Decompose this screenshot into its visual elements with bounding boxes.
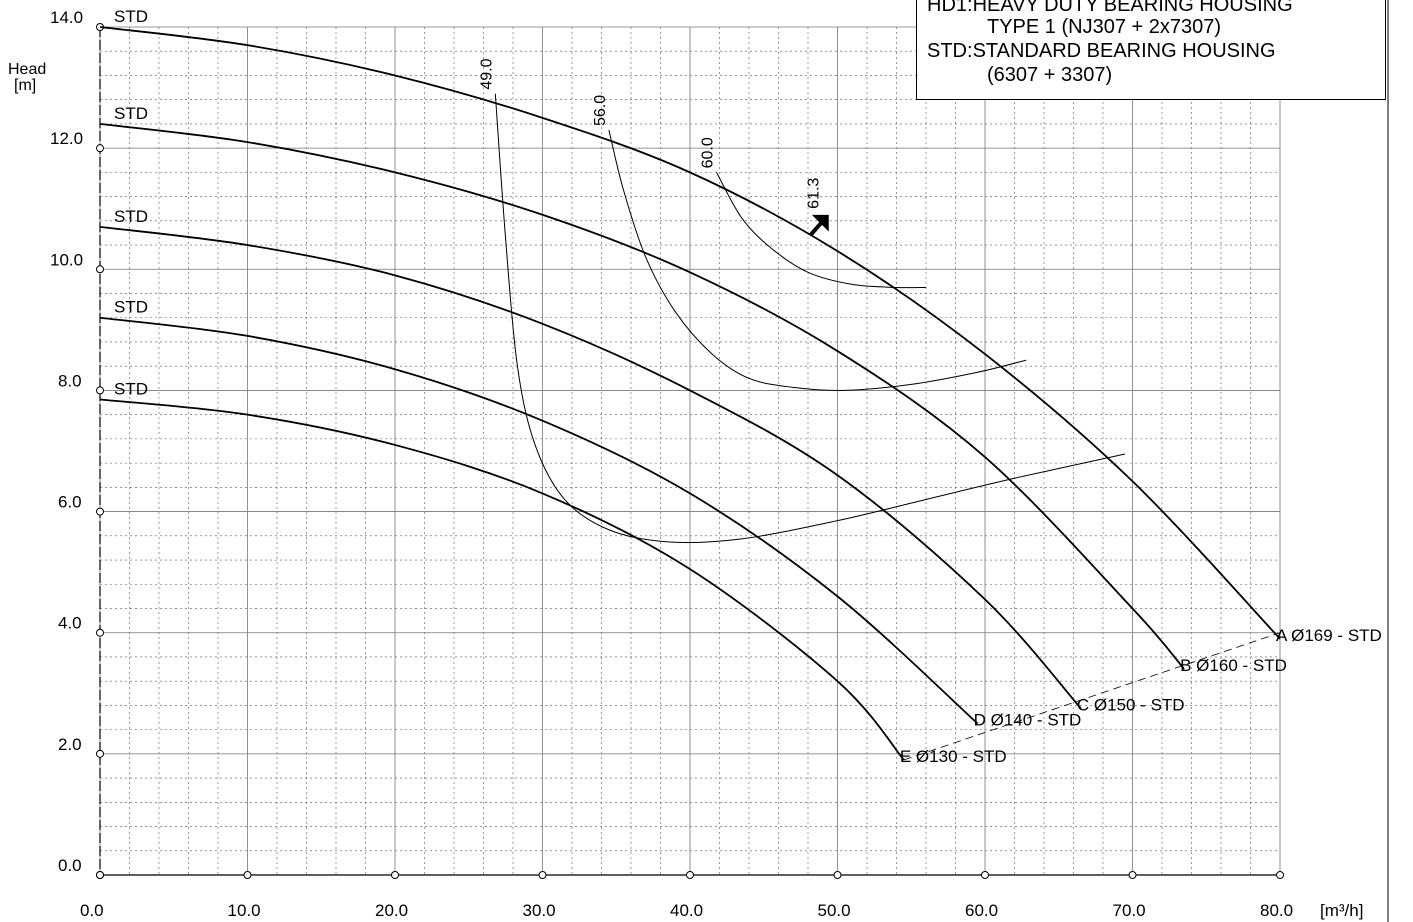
x-tick-marker	[686, 871, 694, 879]
legend-line-std: STD:STANDARD BEARING HOUSING	[927, 39, 1276, 63]
tick-labels: 0.0 10.0 20.0 30.0 40.0 50.0 60.0 70.0 80.0 0.0 2.…	[50, 8, 1293, 920]
y-axis-label-line-1: Head	[8, 61, 46, 78]
x-tick-marker	[1276, 871, 1284, 879]
x-tick-label: 0.0	[80, 901, 104, 920]
head-curve-line	[99, 225, 1082, 710]
bep-label: 61.3	[806, 178, 823, 209]
y-tick-label: 2.0	[58, 735, 82, 754]
x-tick-marker	[538, 871, 547, 879]
legend-text: (6307 + 3307)	[987, 64, 1113, 86]
legend-key: STD	[927, 40, 967, 62]
curve-end-label: E Ø130 - STD	[900, 747, 1007, 766]
head-curve-line	[99, 398, 905, 761]
head-curve-line	[99, 316, 979, 725]
curve-start-label: STD	[114, 380, 148, 399]
efficiency-curve-line	[608, 129, 1027, 392]
legend-line-hd1: HD1:HEAVY DUTY BEARING HOUSING	[927, 0, 1293, 17]
end-point-dashed-line	[903, 632, 1281, 761]
y-tick-marker	[96, 749, 104, 758]
x-axis-label: [m³/h]	[1320, 901, 1363, 920]
y-tick-marker	[96, 144, 104, 153]
y-tick-label: 12.0	[50, 129, 83, 148]
efficiency-label: 49.0	[478, 58, 495, 89]
head-curve-line	[99, 123, 1185, 670]
y-tick-label: 4.0	[58, 614, 82, 633]
legend-line-std-detail: (6307 + 3307)	[987, 63, 1112, 87]
y-axis-label-line-2: [m]	[14, 77, 36, 94]
x-tick-label: 50.0	[818, 901, 851, 920]
legend-text: HEAVY DUTY BEARING HOUSING	[972, 0, 1293, 16]
curve-start-label: STD	[114, 298, 148, 317]
head-curves	[99, 26, 1281, 761]
y-tick-label: 0.0	[58, 856, 82, 875]
curve-start-label: STD	[114, 7, 148, 26]
x-tick-label: 70.0	[1113, 901, 1146, 920]
curve-end-label: D Ø140 - STD	[974, 711, 1082, 730]
legend-sep: :	[967, 0, 973, 16]
y-tick-label: 10.0	[50, 250, 83, 269]
y-tick-label: 6.0	[58, 493, 82, 512]
y-tick-marker	[96, 628, 104, 637]
legend-text: TYPE 1 (NJ307 + 2x7307)	[987, 16, 1222, 38]
x-tick-label: 40.0	[670, 901, 703, 920]
y-tick-marker	[96, 871, 104, 879]
curve-labels: 49.0 56.0 60.0 STD A Ø169 - STD STD B Ø160 - S…	[114, 7, 1382, 766]
x-tick-marker	[243, 871, 252, 879]
legend-text: STANDARD BEARING HOUSING	[972, 40, 1276, 62]
head-curve-line	[99, 26, 1281, 640]
legend-box: HD1:HEAVY DUTY BEARING HOUSING TYPE 1 (N…	[916, 0, 1386, 100]
y-tick-marker	[96, 265, 104, 274]
y-tick-marker	[96, 507, 104, 516]
curve-start-label: STD	[114, 207, 148, 226]
curve-start-label: STD	[114, 104, 148, 123]
x-tick-label: 10.0	[228, 901, 261, 920]
legend-key: HD1	[927, 0, 968, 16]
legend-line-hd1-detail: TYPE 1 (NJ307 + 2x7307)	[987, 15, 1221, 39]
y-tick-label: 8.0	[58, 371, 82, 390]
x-tick-marker	[981, 871, 989, 879]
curve-end-label: A Ø169 - STD	[1276, 626, 1382, 645]
axes	[99, 0, 1389, 922]
x-tick-label: 30.0	[523, 901, 556, 920]
x-tick-label: 20.0	[375, 901, 408, 920]
x-tick-label: 80.0	[1260, 901, 1293, 920]
curve-end-label: B Ø160 - STD	[1180, 656, 1287, 675]
efficiency-label: 56.0	[592, 95, 609, 126]
efficiency-curve-line	[494, 93, 1126, 544]
legend-sep: :	[967, 40, 973, 62]
curve-end-label: C Ø150 - STD	[1077, 695, 1185, 714]
x-tick-marker	[1128, 871, 1137, 879]
bep-arrow-marker	[809, 214, 829, 237]
efficiency-curves	[494, 93, 1126, 544]
y-tick-label: 14.0	[50, 8, 83, 27]
x-tick-marker	[391, 871, 399, 879]
y-tick-marker	[96, 386, 104, 395]
x-tick-label: 60.0	[965, 901, 998, 920]
x-tick-marker	[833, 871, 842, 879]
efficiency-label: 60.0	[700, 137, 717, 168]
efficiency-curve-line	[716, 172, 927, 289]
